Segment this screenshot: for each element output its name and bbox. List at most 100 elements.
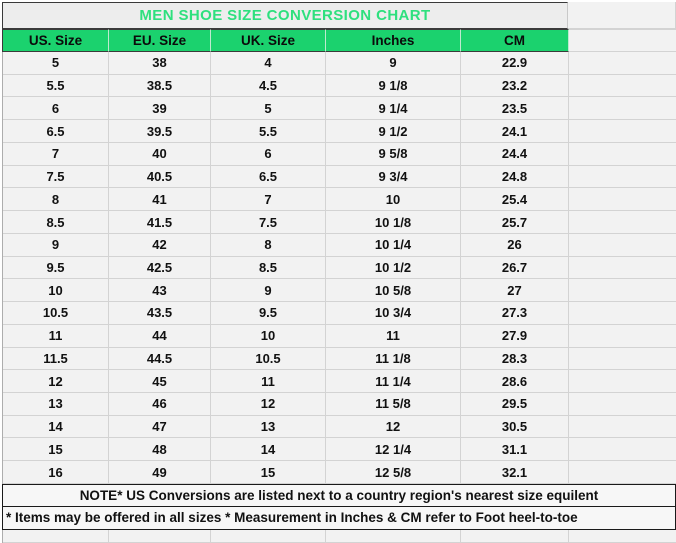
table-cell: 10 (211, 324, 326, 348)
table-cell: 43.5 (109, 302, 211, 325)
empty-cell (569, 211, 676, 234)
empty-cell (569, 393, 676, 416)
empty-cell (569, 29, 676, 52)
table-cell: 11 1/4 (326, 370, 461, 394)
table-cell: 4 (211, 52, 326, 75)
table-cell: 12 (326, 415, 461, 439)
table-cell: 7 (3, 142, 109, 166)
table-cell: 49 (109, 461, 211, 484)
empty-cell (569, 188, 676, 212)
table-cell: 26 (461, 233, 569, 257)
table-body: 5 38 4 9 22.9 5.5 38.5 4.5 9 1/8 23.2 6 39 5 9 1/4 23.… (2, 52, 676, 484)
table-cell: 9 (3, 233, 109, 257)
table-cell: 11 5/8 (326, 393, 461, 416)
table-row: 16 49 15 12 5/8 32.1 (2, 461, 676, 484)
table-cell: 46 (109, 393, 211, 416)
table-row: 9.5 42.5 8.5 10 1/2 26.7 (2, 256, 676, 280)
empty-cell (569, 529, 676, 543)
table-row: 12 45 11 11 1/4 28.6 (2, 370, 676, 394)
empty-cell (569, 233, 676, 257)
empty-cell (569, 52, 676, 75)
table-cell: 5 (3, 52, 109, 75)
table-cell: 12 5/8 (326, 461, 461, 484)
table-row: 11 44 10 11 27.9 (2, 324, 676, 348)
column-header: Inches (326, 29, 461, 52)
table-cell: 6 (211, 142, 326, 166)
table-cell: 13 (3, 393, 109, 416)
table-cell: 26.7 (461, 256, 569, 280)
table-cell: 29.5 (461, 393, 569, 416)
empty-cell (326, 529, 461, 543)
table-cell: 8.5 (3, 211, 109, 234)
table-cell: 39.5 (109, 120, 211, 143)
table-cell: 12 (3, 370, 109, 394)
empty-cell (569, 279, 676, 303)
table-row: 7 40 6 9 5/8 24.4 (2, 142, 676, 166)
table-cell: 28.6 (461, 370, 569, 394)
table-cell: 15 (211, 461, 326, 484)
table-cell: 10 (326, 188, 461, 212)
table-row: 9 42 8 10 1/4 26 (2, 233, 676, 257)
table-cell: 27.3 (461, 302, 569, 325)
table-cell: 47 (109, 415, 211, 439)
note-measurement: * Items may be offered in all sizes * Me… (2, 506, 676, 530)
table-cell: 9 1/4 (326, 97, 461, 121)
table-cell: 11.5 (3, 347, 109, 371)
table-cell: 6 (3, 97, 109, 121)
empty-cell (211, 529, 326, 543)
table-cell: 9 (211, 279, 326, 303)
empty-cell (569, 415, 676, 439)
table-cell: 45 (109, 370, 211, 394)
table-cell: 41 (109, 188, 211, 212)
table-row: 6 39 5 9 1/4 23.5 (2, 97, 676, 121)
table-cell: 38 (109, 52, 211, 75)
table-cell: 44 (109, 324, 211, 348)
table-cell: 15 (3, 438, 109, 462)
table-cell: 5.5 (3, 74, 109, 98)
table-cell: 12 1/4 (326, 438, 461, 462)
table-row: 8 41 7 10 25.4 (2, 188, 676, 212)
table-cell: 39 (109, 97, 211, 121)
column-header: CM (461, 29, 569, 52)
table-cell: 7.5 (211, 211, 326, 234)
table-row: 10 43 9 10 5/8 27 (2, 279, 676, 303)
table-cell: 42 (109, 233, 211, 257)
table-cell: 25.7 (461, 211, 569, 234)
table-cell: 14 (211, 438, 326, 462)
table-cell: 8 (3, 188, 109, 212)
empty-cell (569, 370, 676, 394)
table-cell: 41.5 (109, 211, 211, 234)
table-cell: 32.1 (461, 461, 569, 484)
table-cell: 22.9 (461, 52, 569, 75)
table-row: 15 48 14 12 1/4 31.1 (2, 438, 676, 462)
empty-cell (569, 74, 676, 98)
table-cell: 10 1/8 (326, 211, 461, 234)
table-cell: 10 3/4 (326, 302, 461, 325)
empty-cell (569, 256, 676, 280)
table-cell: 5 (211, 97, 326, 121)
table-row: 6.5 39.5 5.5 9 1/2 24.1 (2, 120, 676, 143)
empty-cell (569, 347, 676, 371)
table-row: 7.5 40.5 6.5 9 3/4 24.8 (2, 165, 676, 189)
table-cell: 14 (3, 415, 109, 439)
table-cell: 6.5 (3, 120, 109, 143)
table-cell: 8.5 (211, 256, 326, 280)
table-cell: 27 (461, 279, 569, 303)
table-cell: 38.5 (109, 74, 211, 98)
table-cell: 10.5 (211, 347, 326, 371)
table-cell: 40 (109, 142, 211, 166)
table-cell: 10 1/4 (326, 233, 461, 257)
table-row: 10.5 43.5 9.5 10 3/4 27.3 (2, 302, 676, 325)
table-row: 5 38 4 9 22.9 (2, 52, 676, 75)
table-cell: 11 1/8 (326, 347, 461, 371)
table-cell: 27.9 (461, 324, 569, 348)
table-cell: 23.5 (461, 97, 569, 121)
empty-cell (569, 438, 676, 462)
empty-cell (3, 529, 109, 543)
table-cell: 9 1/2 (326, 120, 461, 143)
table-cell: 24.8 (461, 165, 569, 189)
table-cell: 9 1/8 (326, 74, 461, 98)
empty-cell (569, 97, 676, 121)
